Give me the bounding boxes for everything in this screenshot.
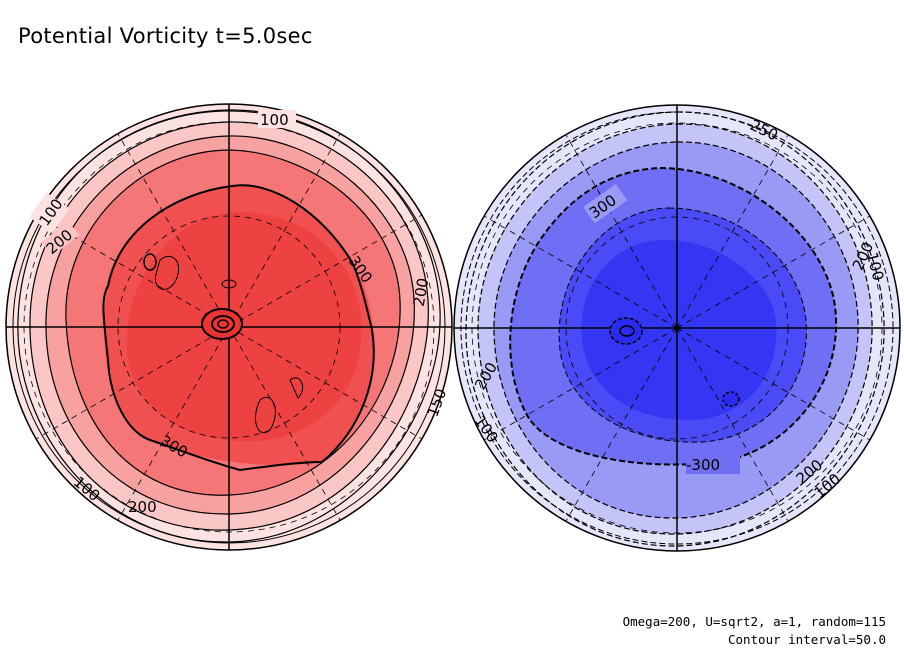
right-center-dot — [674, 325, 680, 331]
right-boundary — [453, 104, 901, 552]
left-label-4: 200 — [410, 277, 433, 308]
left-vortex-inner — [211, 315, 235, 333]
right-vortex-2 — [722, 391, 740, 407]
left-feature-1 — [154, 255, 180, 290]
left-contour-300 — [102, 184, 375, 472]
left-contour-250 — [65, 149, 401, 496]
right-hemisphere: 300 200 100 -300 200 100 200 100 250 — [453, 104, 901, 552]
right-vortex-1-inner — [619, 325, 635, 337]
right-vortex-1-outer — [609, 317, 643, 345]
left-vortex-core — [217, 319, 229, 329]
left-hemisphere: 100 100 200 300 200 150 300 100 200 — [5, 103, 453, 551]
right-label-3: -300 — [686, 456, 720, 474]
left-label-0: 100 — [260, 111, 289, 129]
left-boundary — [5, 103, 453, 551]
contour-interval-note: Contour interval=50.0 — [727, 632, 886, 647]
parameters-note: Omega=200, U=sqrt2, a=1, random=115 — [622, 614, 886, 629]
left-feature-4 — [143, 253, 157, 271]
left-label-8: 200 — [128, 498, 157, 516]
chart-title: Potential Vorticity t=5.0sec — [18, 24, 313, 48]
left-grid — [23, 121, 435, 533]
left-boundary-inner — [12, 110, 446, 544]
right-grid — [471, 122, 883, 534]
right-boundary-inner — [460, 111, 894, 545]
left-vortex-outer — [201, 308, 243, 340]
left-feature-3 — [289, 377, 303, 399]
